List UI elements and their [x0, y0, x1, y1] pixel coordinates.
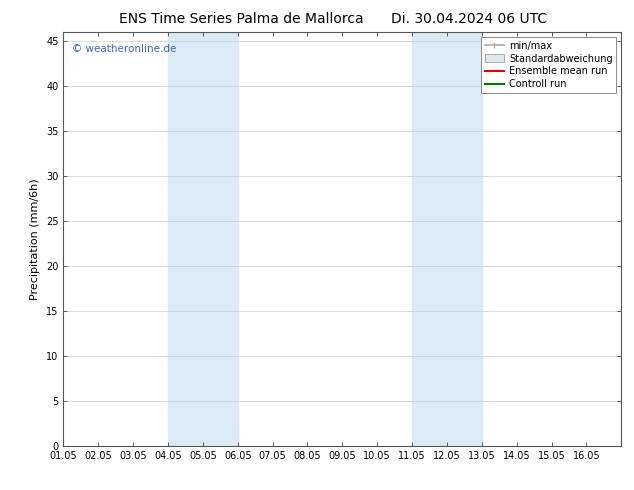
Text: Di. 30.04.2024 06 UTC: Di. 30.04.2024 06 UTC: [391, 12, 547, 26]
Y-axis label: Precipitation (mm/6h): Precipitation (mm/6h): [30, 178, 41, 300]
Text: © weatheronline.de: © weatheronline.de: [72, 44, 176, 54]
Legend: min/max, Standardabweichung, Ensemble mean run, Controll run: min/max, Standardabweichung, Ensemble me…: [481, 37, 616, 93]
Text: ENS Time Series Palma de Mallorca: ENS Time Series Palma de Mallorca: [119, 12, 363, 26]
Bar: [412, 32, 482, 446]
Bar: [168, 32, 238, 446]
